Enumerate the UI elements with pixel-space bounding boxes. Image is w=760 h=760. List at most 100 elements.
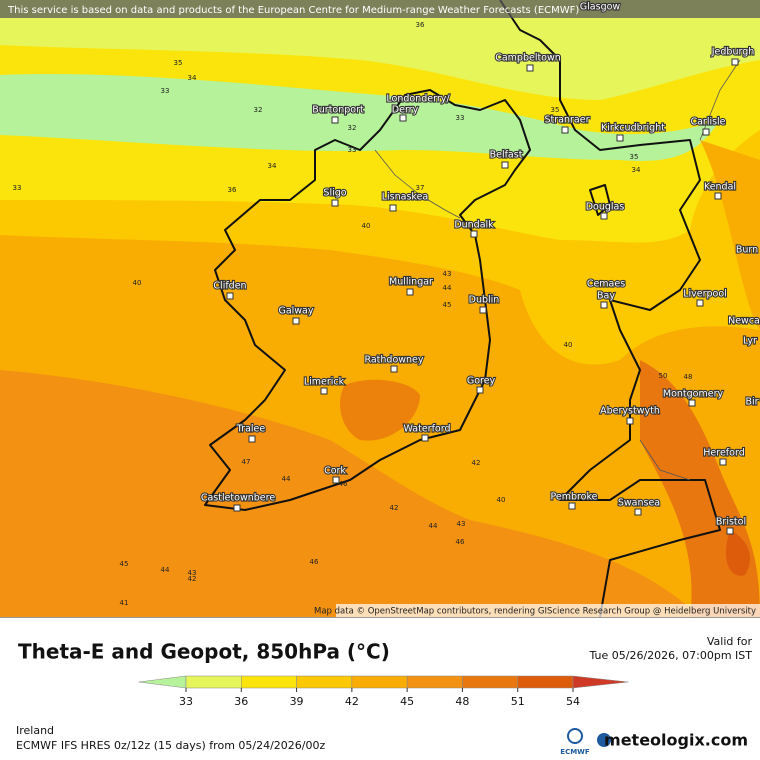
contour-label: 45 <box>443 301 452 309</box>
city-label: Bir <box>745 397 758 408</box>
city-label: Lyr <box>743 336 757 347</box>
contour-label: 40 <box>133 279 142 287</box>
contour-label: 43 <box>188 569 197 577</box>
city-marker <box>561 126 569 134</box>
city-label: Aberystwyth <box>600 406 660 417</box>
city-label: Cork <box>324 466 346 477</box>
city-marker <box>331 116 339 124</box>
contour-label: 48 <box>684 373 693 381</box>
legend-arrow-high <box>572 675 629 689</box>
city-label: Campbeltown <box>495 53 561 64</box>
theta-e-field <box>0 0 760 617</box>
contour-label: 46 <box>456 538 465 546</box>
legend-swatch <box>406 675 463 689</box>
city-label: Liverpool <box>683 289 727 300</box>
city-label: Montgomery <box>663 389 724 400</box>
attribution-bar <box>336 604 760 617</box>
city-label: Sligo <box>323 188 346 199</box>
legend-swatch <box>296 675 353 689</box>
contour-label: 43 <box>457 520 466 528</box>
city-marker <box>600 212 608 220</box>
contour-label: 37 <box>416 184 425 192</box>
city-marker <box>731 58 739 66</box>
city-marker <box>399 114 407 122</box>
city-label: Carlisle <box>690 117 725 128</box>
legend-tick-label: 42 <box>345 695 359 708</box>
city-label: Bristol <box>716 517 746 528</box>
coastlines <box>204 0 721 618</box>
city-marker <box>331 199 339 207</box>
contour-label: 46 <box>310 558 319 566</box>
city-marker <box>320 387 328 395</box>
legend-tick-label: 51 <box>511 695 525 708</box>
city-label: Londonderry/ <box>386 94 450 105</box>
city-label: Clifden <box>213 281 246 292</box>
contour-label: 35 <box>630 153 639 161</box>
contour-label: 36 <box>228 186 237 194</box>
contour-label: 42 <box>188 575 197 583</box>
ecmwf-logo: ECMWF <box>560 748 590 756</box>
contour-label: 33 <box>161 87 170 95</box>
data-notice: This service is based on data and produc… <box>7 5 579 16</box>
contour-label: 40 <box>564 341 573 349</box>
city-marker <box>476 386 484 394</box>
contour-label: 43 <box>443 270 452 278</box>
city-labels: Glasgow Campbeltown Jedburgh Burtonport Lond… <box>200 0 760 535</box>
city-label: Swansea <box>618 498 660 509</box>
city-label: Kirkcudbright <box>601 123 665 134</box>
borders <box>374 59 741 481</box>
contour-label: 34 <box>632 166 641 174</box>
contour-label: 45 <box>120 560 129 568</box>
city-label: Lisnaskea <box>382 192 429 203</box>
map-title: Theta-E and Geopot, 850hPa (°C) <box>18 640 390 664</box>
legend-swatch <box>351 675 408 689</box>
city-label: Belfast <box>490 150 523 161</box>
city-marker <box>726 527 734 535</box>
ecmwf-icon <box>567 728 583 744</box>
contour-label: 40 <box>362 222 371 230</box>
contour-label: 44 <box>443 284 452 292</box>
city-label: Gorey <box>467 376 496 387</box>
city-marker <box>501 161 509 169</box>
contour-label: 41 <box>120 599 129 607</box>
contour-label: 40 <box>497 496 506 504</box>
city-label: Derry <box>392 105 419 116</box>
legend-tick-label: 45 <box>400 695 414 708</box>
city-marker <box>406 288 414 296</box>
city-label: Tralee <box>236 424 266 435</box>
contour-label: 44 <box>282 475 291 483</box>
legend-tick-label: 54 <box>566 695 580 708</box>
contour-label: 32 <box>254 106 263 114</box>
contour-label: 34 <box>268 162 277 170</box>
city-marker <box>479 306 487 314</box>
contour-label: 44 <box>161 566 170 574</box>
city-label: Mullingar <box>389 277 433 288</box>
valid-time: Tue 05/26/2026, 07:00pm IST <box>588 649 752 662</box>
color-legend: 33 36 39 42 45 48 51 54 <box>138 675 629 708</box>
contour-label: 47 <box>242 458 251 466</box>
city-label: Dublin <box>469 295 500 306</box>
contour-label: 35 <box>174 59 183 67</box>
legend-tick-label: 36 <box>234 695 248 708</box>
contour-label: 35 <box>551 106 560 114</box>
city-label: Dundalk <box>454 220 494 231</box>
contour-label: 46 <box>339 480 348 488</box>
city-label: Hereford <box>703 448 744 459</box>
city-label: Douglas <box>586 202 625 213</box>
contour-label: 36 <box>416 21 425 29</box>
city-marker <box>248 435 256 443</box>
legend-tick-label: 48 <box>455 695 469 708</box>
city-marker <box>233 504 241 512</box>
legend-swatch <box>241 675 297 689</box>
city-marker <box>696 299 704 307</box>
city-label: Waterford <box>403 424 450 435</box>
valid-label: Valid for <box>707 635 753 648</box>
city-marker <box>332 476 340 484</box>
brand-icon <box>597 733 611 747</box>
legend-swatch <box>462 675 518 689</box>
brand: meteologix.com <box>604 731 748 750</box>
city-label: Newca <box>728 316 760 327</box>
city-marker <box>626 417 634 425</box>
city-label: Bay <box>597 291 615 302</box>
